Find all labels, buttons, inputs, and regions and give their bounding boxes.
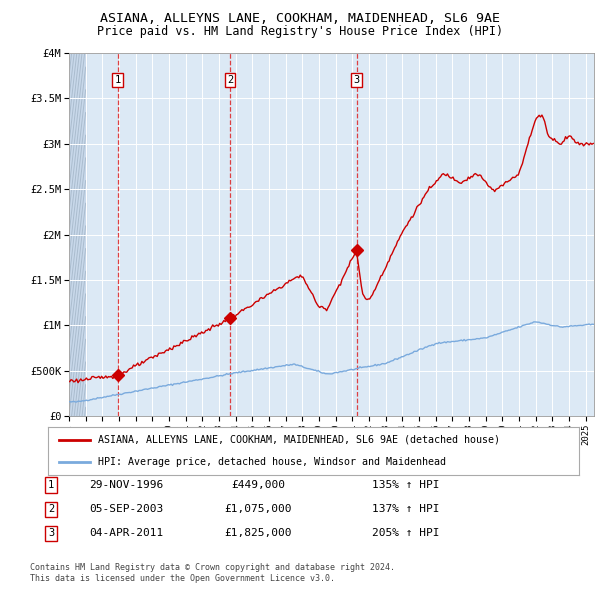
Text: 1: 1	[48, 480, 54, 490]
Text: £449,000: £449,000	[231, 480, 285, 490]
Text: Contains HM Land Registry data © Crown copyright and database right 2024.: Contains HM Land Registry data © Crown c…	[30, 563, 395, 572]
Text: 205% ↑ HPI: 205% ↑ HPI	[372, 529, 439, 538]
Text: 04-APR-2011: 04-APR-2011	[89, 529, 163, 538]
Text: 137% ↑ HPI: 137% ↑ HPI	[372, 504, 439, 514]
Text: ASIANA, ALLEYNS LANE, COOKHAM, MAIDENHEAD, SL6 9AE: ASIANA, ALLEYNS LANE, COOKHAM, MAIDENHEA…	[100, 12, 500, 25]
Text: 2: 2	[48, 504, 54, 514]
Text: Price paid vs. HM Land Registry's House Price Index (HPI): Price paid vs. HM Land Registry's House …	[97, 25, 503, 38]
Text: 3: 3	[353, 76, 359, 86]
Text: 2: 2	[227, 76, 233, 86]
Text: This data is licensed under the Open Government Licence v3.0.: This data is licensed under the Open Gov…	[30, 574, 335, 583]
Text: 29-NOV-1996: 29-NOV-1996	[89, 480, 163, 490]
Text: 3: 3	[48, 529, 54, 538]
Text: 135% ↑ HPI: 135% ↑ HPI	[372, 480, 439, 490]
Text: HPI: Average price, detached house, Windsor and Maidenhead: HPI: Average price, detached house, Wind…	[98, 457, 446, 467]
Text: £1,075,000: £1,075,000	[224, 504, 292, 514]
Text: ASIANA, ALLEYNS LANE, COOKHAM, MAIDENHEAD, SL6 9AE (detached house): ASIANA, ALLEYNS LANE, COOKHAM, MAIDENHEA…	[98, 435, 500, 445]
Text: 1: 1	[115, 76, 121, 86]
Text: £1,825,000: £1,825,000	[224, 529, 292, 538]
Text: 05-SEP-2003: 05-SEP-2003	[89, 504, 163, 514]
